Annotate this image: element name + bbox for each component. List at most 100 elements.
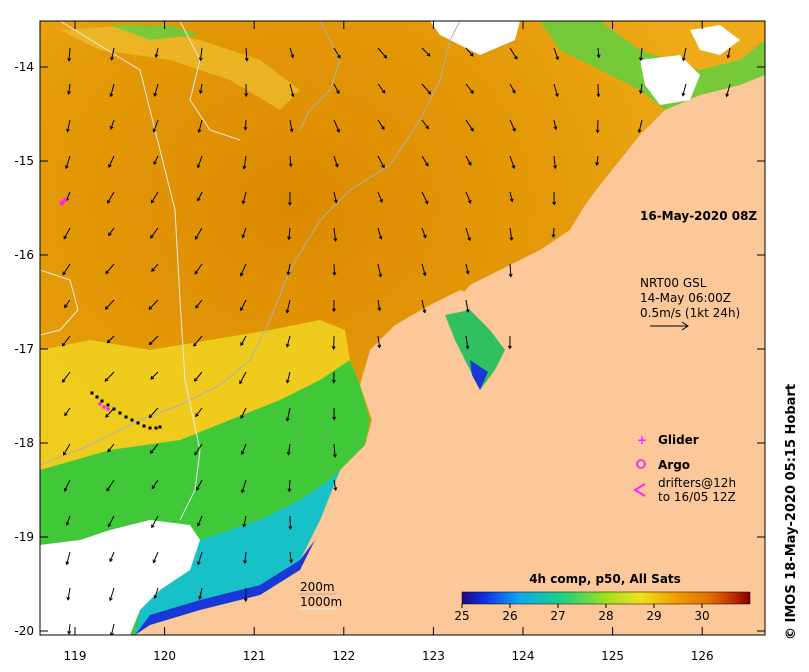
current-arrow (377, 83, 386, 94)
current-arrowhead (551, 234, 556, 239)
current-arrowhead (422, 234, 427, 239)
current-arrow (286, 299, 291, 313)
current-arrowhead (240, 307, 244, 312)
current-arrowhead (196, 522, 201, 527)
current-arrowhead (512, 89, 516, 94)
current-arrowhead (333, 237, 338, 242)
legend-drifters-line2: to 16/05 12Z (658, 490, 736, 504)
drifter-track (90, 391, 162, 430)
current-arrowhead (507, 345, 512, 350)
current-arrowhead (334, 163, 339, 168)
current-arrowhead (422, 272, 427, 277)
current-arrowhead (241, 200, 246, 205)
current-arrow (333, 263, 336, 275)
current-arrowhead (109, 125, 114, 130)
current-arrowhead (285, 379, 290, 384)
current-arrow (149, 335, 159, 345)
current-arrowhead (153, 92, 158, 97)
axis-ticks: 119 120 121 122 123 124 125 126 -14 -15 -16 -17 -18 -… (14, 21, 765, 663)
current-arrowhead (596, 93, 601, 98)
current-arrow (66, 119, 71, 132)
current-arrow (105, 299, 115, 310)
current-arrow (107, 191, 115, 204)
current-arrow (377, 335, 381, 348)
contour-200m-b (299, 21, 341, 131)
current-arrow (553, 47, 559, 60)
current-arrowhead (638, 57, 643, 62)
current-arrow (288, 227, 291, 240)
current-arrowhead (243, 126, 248, 131)
drifter-marker (106, 407, 110, 411)
current-arrow (289, 47, 294, 58)
current-arrowhead (64, 412, 68, 417)
current-arrowhead (726, 54, 731, 59)
current-arrowhead (63, 451, 67, 456)
current-arrowhead (242, 523, 247, 528)
current-arrow (244, 119, 247, 130)
current-arrow (66, 515, 71, 526)
current-arrowhead (153, 161, 157, 166)
current-arrow (640, 47, 643, 61)
current-arrow (509, 47, 518, 60)
legend-drifters-line1: drifters@12h (658, 476, 736, 490)
current-arrowhead (66, 596, 71, 601)
current-arrow (68, 623, 71, 634)
current-arrow (197, 515, 203, 527)
current-arrowhead (336, 90, 340, 95)
current-arrowhead (104, 306, 109, 310)
current-arrowhead (242, 165, 247, 170)
current-arrow (241, 443, 247, 455)
current-arrowhead (465, 270, 470, 275)
current-arrowhead (425, 162, 429, 167)
current-arrowhead (65, 521, 70, 526)
contour-200m (40, 21, 461, 466)
current-arrowhead (509, 198, 514, 203)
current-arrow (109, 551, 115, 562)
current-arrowhead (555, 56, 560, 61)
current-arrowhead (332, 272, 337, 276)
current-arrowhead (64, 165, 69, 170)
current-arrowhead (243, 560, 248, 565)
current-arrowhead (108, 164, 112, 169)
cloud-ne (430, 21, 520, 55)
current-arrowhead (467, 237, 472, 242)
sst-king-sound (445, 310, 505, 390)
current-arrowhead (287, 236, 292, 241)
current-arrow (243, 515, 247, 527)
contour-1000m (59, 21, 201, 521)
y-tick-label: -16 (14, 248, 34, 262)
current-arrow (421, 299, 426, 313)
drifter-point (130, 418, 134, 422)
glider-icon: + (637, 433, 647, 447)
current-arrowhead (509, 237, 514, 242)
current-arrowhead (108, 597, 113, 602)
x-tick-label: 123 (422, 649, 445, 663)
current-arrow (154, 83, 159, 97)
current-arrow (151, 263, 159, 272)
x-tick-label: 121 (243, 649, 266, 663)
current-arrow (377, 155, 385, 168)
current-arrow (333, 119, 340, 133)
current-arrow (64, 299, 71, 308)
legend-argo-label: Argo (658, 458, 690, 472)
current-arrowhead (61, 378, 66, 383)
current-arrow (287, 443, 291, 455)
current-arrow (242, 191, 247, 204)
current-arrowhead (337, 54, 341, 59)
current-arrowhead (152, 559, 157, 564)
glider-track (59, 198, 67, 206)
current-arrowhead (105, 270, 109, 275)
current-arrowhead (465, 345, 470, 350)
current-time-label: 14-May 06:00Z (640, 291, 731, 305)
current-arrowhead (106, 339, 111, 344)
current-arrow (682, 47, 687, 61)
current-arrowhead (110, 56, 114, 61)
legend-glider-label: Glider (658, 433, 699, 447)
current-arrowhead (67, 90, 71, 95)
current-arrowhead (239, 380, 243, 385)
current-arrowhead (426, 52, 431, 57)
current-arrow (333, 191, 337, 203)
current-arrowhead (153, 595, 158, 599)
current-arrow (64, 407, 71, 416)
